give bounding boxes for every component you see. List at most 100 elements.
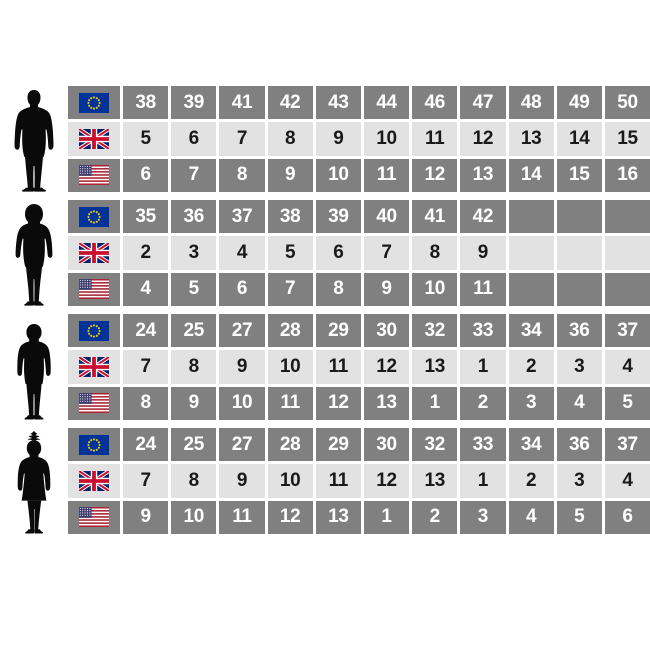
us-flag xyxy=(68,272,120,306)
size-cell-empty xyxy=(556,200,602,234)
size-cell: 43 xyxy=(315,86,361,120)
size-cell: 7 xyxy=(123,464,169,498)
size-cell: 15 xyxy=(556,158,602,192)
size-cell: 9 xyxy=(460,236,506,270)
size-cell: 29 xyxy=(315,314,361,348)
size-rows: 38 39 41 42 43 44 46 47 48 49 50 5 6 7 8 9 10 11 12 13 14 15 6… xyxy=(68,86,650,192)
size-cell: 42 xyxy=(460,200,506,234)
size-cell: 6 xyxy=(219,272,265,306)
size-cell: 11 xyxy=(363,158,410,192)
size-cell: 41 xyxy=(412,200,458,234)
size-cell: 7 xyxy=(123,350,169,384)
size-cell: 28 xyxy=(267,314,313,348)
size-cell: 24 xyxy=(123,428,169,462)
size-cell: 10 xyxy=(219,386,265,420)
size-cell: 32 xyxy=(412,428,458,462)
size-cell: 36 xyxy=(556,314,602,348)
size-table: 38 39 41 42 43 44 46 47 48 49 50 5 6 7 8 9 10 11 12 13 14 15 6… xyxy=(0,86,650,540)
size-cell: 30 xyxy=(363,428,410,462)
size-cell: 6 xyxy=(123,158,169,192)
size-cell: 1 xyxy=(363,500,410,534)
size-cell-empty xyxy=(604,200,650,234)
size-cell: 4 xyxy=(508,500,554,534)
size-cell: 11 xyxy=(460,272,506,306)
size-cell: 1 xyxy=(412,386,458,420)
size-cell: 4 xyxy=(219,236,265,270)
size-cell: 25 xyxy=(171,314,217,348)
size-group-girl: 24 25 27 28 29 30 32 33 34 36 37 7 8 9 10 11 12 13 1 2 3 4 9 10… xyxy=(0,428,650,534)
size-cell: 10 xyxy=(315,158,361,192)
size-cell: 32 xyxy=(412,314,458,348)
size-cell: 13 xyxy=(508,122,554,156)
size-cell: 4 xyxy=(556,386,602,420)
size-row-us: 9 10 11 12 13 1 2 3 4 5 6 xyxy=(68,500,650,534)
size-cell: 27 xyxy=(219,428,265,462)
size-group-boy: 24 25 27 28 29 30 32 33 34 36 37 7 8 9 10 11 12 13 1 2 3 4 8 9 1… xyxy=(0,314,650,420)
size-group-woman: 35 36 37 38 39 40 41 42 2 3 4 5 6 7 8 9 4 5 6 7 8 9 10 11 xyxy=(0,200,650,306)
size-rows: 35 36 37 38 39 40 41 42 2 3 4 5 6 7 8 9 4 5 6 7 8 9 10 11 xyxy=(68,200,650,306)
uk-flag xyxy=(68,236,120,270)
woman-silhouette xyxy=(0,200,68,306)
size-cell: 7 xyxy=(267,272,313,306)
size-cell: 11 xyxy=(219,500,265,534)
size-cell: 33 xyxy=(460,314,506,348)
size-group-man: 38 39 41 42 43 44 46 47 48 49 50 5 6 7 8 9 10 11 12 13 14 15 6… xyxy=(0,86,650,192)
size-cell-empty xyxy=(508,200,554,234)
size-cell: 8 xyxy=(315,272,361,306)
size-cell: 10 xyxy=(412,272,458,306)
size-row-eu: 35 36 37 38 39 40 41 42 xyxy=(68,200,650,234)
size-row-uk: 7 8 9 10 11 12 13 1 2 3 4 xyxy=(68,464,650,498)
size-cell: 36 xyxy=(171,200,217,234)
size-row-uk: 7 8 9 10 11 12 13 1 2 3 4 xyxy=(68,350,650,384)
size-cell: 12 xyxy=(363,464,410,498)
size-cell: 8 xyxy=(171,350,217,384)
size-cell: 38 xyxy=(123,86,169,120)
size-cell: 28 xyxy=(267,428,313,462)
size-cell: 13 xyxy=(363,386,410,420)
girl-silhouette xyxy=(0,428,68,534)
size-cell: 4 xyxy=(604,350,650,384)
size-cell: 1 xyxy=(460,350,506,384)
man-silhouette xyxy=(0,86,68,192)
eu-flag xyxy=(68,314,120,348)
size-cell: 37 xyxy=(604,314,650,348)
size-cell: 8 xyxy=(219,158,265,192)
size-cell: 10 xyxy=(267,464,313,498)
size-cell: 16 xyxy=(604,158,650,192)
size-cell: 9 xyxy=(219,350,265,384)
size-cell: 12 xyxy=(363,350,410,384)
size-cell: 6 xyxy=(171,122,217,156)
size-cell: 6 xyxy=(604,500,650,534)
size-cell: 5 xyxy=(267,236,313,270)
size-cell: 33 xyxy=(460,428,506,462)
size-cell: 3 xyxy=(556,464,602,498)
size-cell: 29 xyxy=(315,428,361,462)
size-cell: 35 xyxy=(123,200,169,234)
size-cell: 8 xyxy=(123,386,169,420)
size-cell-empty xyxy=(556,272,602,306)
size-cell-empty xyxy=(604,236,650,270)
size-cell: 34 xyxy=(508,314,554,348)
size-rows: 24 25 27 28 29 30 32 33 34 36 37 7 8 9 10 11 12 13 1 2 3 4 8 9 1… xyxy=(68,314,650,420)
size-cell: 12 xyxy=(460,122,506,156)
size-cell: 4 xyxy=(604,464,650,498)
size-row-us: 4 5 6 7 8 9 10 11 xyxy=(68,272,650,306)
size-cell: 3 xyxy=(508,386,554,420)
size-row-eu: 38 39 41 42 43 44 46 47 48 49 50 xyxy=(68,86,650,120)
size-cell: 14 xyxy=(556,122,602,156)
size-cell: 1 xyxy=(460,464,506,498)
size-cell: 30 xyxy=(363,314,410,348)
size-cell: 2 xyxy=(460,386,506,420)
size-cell: 9 xyxy=(315,122,361,156)
size-cell: 8 xyxy=(171,464,217,498)
size-row-us: 6 7 8 9 10 11 12 13 14 15 16 xyxy=(68,158,650,192)
size-rows: 24 25 27 28 29 30 32 33 34 36 37 7 8 9 10 11 12 13 1 2 3 4 9 10… xyxy=(68,428,650,534)
size-cell: 3 xyxy=(171,236,217,270)
size-cell: 3 xyxy=(556,350,602,384)
size-cell: 50 xyxy=(604,86,650,120)
size-cell: 24 xyxy=(123,314,169,348)
size-cell: 41 xyxy=(219,86,265,120)
size-cell: 10 xyxy=(363,122,410,156)
